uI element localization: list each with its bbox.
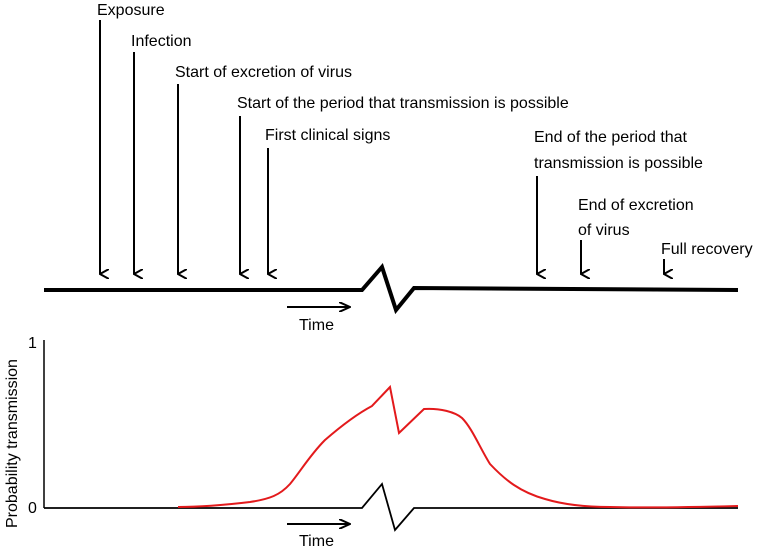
infection-label: Infection [131,33,191,50]
time-label-top: Time [299,317,334,334]
event-labels: Exposure Infection Start of excretion of… [97,2,753,258]
first-clinical-signs-label: First clinical signs [265,127,390,144]
event-arrows [99,20,664,274]
full-recovery-label: Full recovery [661,241,753,258]
end-excretion-label-line1: End of excretion [578,197,694,214]
y-axis-label: Probability transmission [4,359,21,528]
end-excretion-label-line2: of virus [578,222,630,239]
time-label-bottom: Time [299,533,334,548]
end-transmission-label-line2: transmission is possible [534,155,703,172]
exposure-label: Exposure [97,2,165,19]
transmission-probability-curve [177,384,739,509]
y-tick-top: 1 [28,335,37,352]
start-excretion-label: Start of excretion of virus [175,64,352,81]
timeline-axis [44,263,739,315]
y-tick-bottom: 0 [28,500,37,517]
baseline-axis [44,482,738,532]
end-transmission-label-line1: End of the period that [534,129,688,146]
start-transmission-label: Start of the period that transmission is… [237,95,569,112]
